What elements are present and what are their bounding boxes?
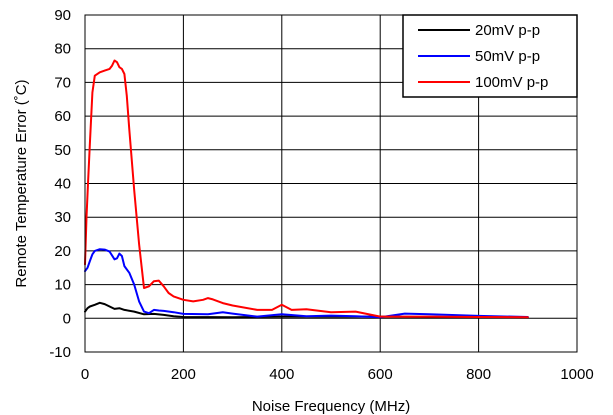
y-tick-label: 90	[54, 7, 71, 24]
x-axis-tick-labels: 0 200 400 600 800 1000	[81, 366, 594, 383]
x-tick-label: 200	[171, 366, 196, 383]
y-tick-label: 10	[54, 277, 71, 294]
series-line-100mv-p-p	[84, 59, 529, 319]
legend-label: 50mV p-p	[475, 48, 540, 65]
legend: 20mV p-p 50mV p-p 100mV p-p	[402, 14, 578, 98]
x-tick-label: 800	[466, 366, 491, 383]
y-tick-label: 70	[54, 74, 71, 91]
series-line-50mv-p-p	[84, 248, 529, 319]
x-tick-label: 0	[81, 366, 89, 383]
x-axis-title: Noise Frequency (MHz)	[252, 398, 410, 415]
series-lines	[84, 59, 529, 319]
y-tick-label: 20	[54, 243, 71, 260]
y-tick-label: 30	[54, 209, 71, 226]
y-tick-label: -10	[49, 344, 71, 361]
y-tick-label: 50	[54, 142, 71, 159]
x-tick-label: 400	[269, 366, 294, 383]
y-axis-tick-labels: -10 0 10 20 30 40 50 60 70 80 90	[49, 7, 71, 361]
x-tick-label: 600	[368, 366, 393, 383]
legend-label: 100mV p-p	[475, 74, 548, 91]
legend-label: 20mV p-p	[475, 22, 540, 39]
plot-area-frame	[84, 14, 578, 353]
y-axis-title: Remote Temperature Error (˚C)	[13, 79, 30, 287]
x-tick-label: 1000	[560, 366, 593, 383]
y-tick-label: 80	[54, 41, 71, 58]
y-tick-label: 60	[54, 108, 71, 125]
y-tick-label: 0	[63, 310, 71, 327]
y-tick-label: 40	[54, 176, 71, 193]
